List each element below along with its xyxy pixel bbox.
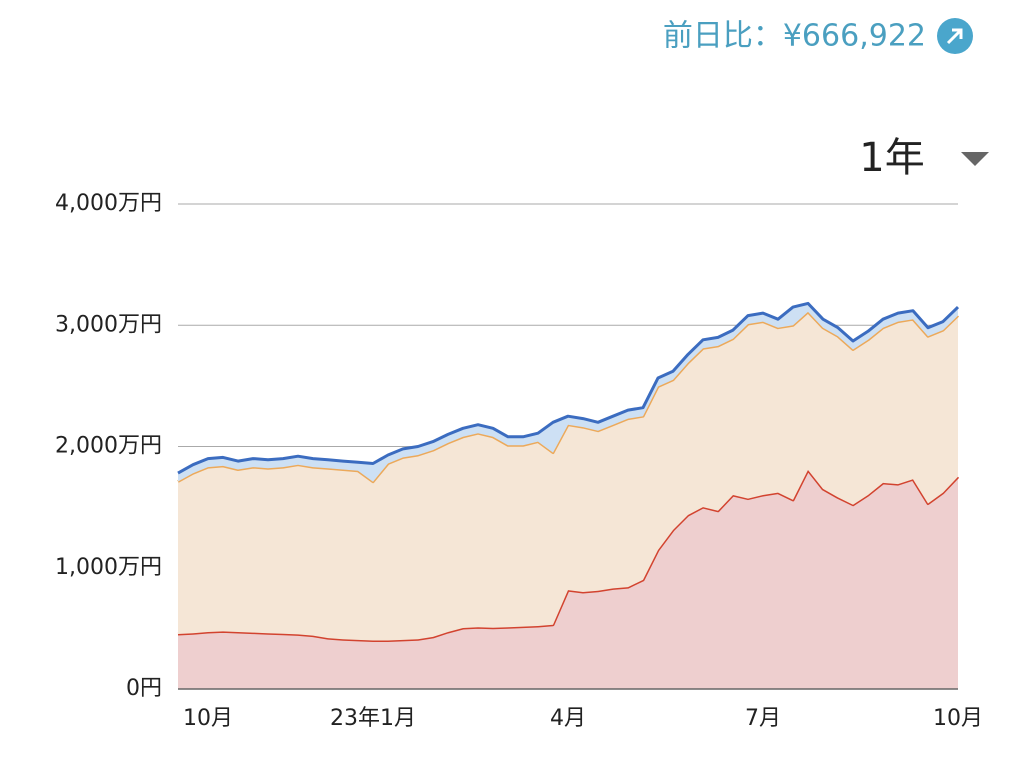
x-tick-label: 7月 — [745, 706, 781, 731]
y-tick-label: 4,000万円 — [55, 191, 162, 216]
daily-change: 前日比：¥666,922 — [663, 19, 926, 54]
dropdown-arrow[interactable] — [961, 152, 989, 166]
x-tick-label: 4月 — [550, 706, 586, 731]
x-tick-label: 10月 — [183, 706, 233, 731]
y-tick-label: 1,000万円 — [55, 555, 162, 580]
area-fill — [178, 303, 958, 482]
x-tick-label: 10月 — [933, 706, 983, 731]
period-label[interactable]: 1年 — [859, 135, 924, 181]
change-arrow — [946, 28, 963, 45]
period-selector[interactable]: 1年 — [859, 135, 989, 181]
y-tick-label: 3,000万円 — [55, 312, 162, 337]
area-fill — [178, 311, 958, 641]
area-fill — [178, 470, 958, 689]
y-tick-label: 2,000万円 — [55, 434, 162, 459]
area-line — [177, 301, 960, 475]
x-tick-label: 23年1月 — [330, 706, 416, 731]
y-tick-label: 0円 — [126, 676, 162, 701]
